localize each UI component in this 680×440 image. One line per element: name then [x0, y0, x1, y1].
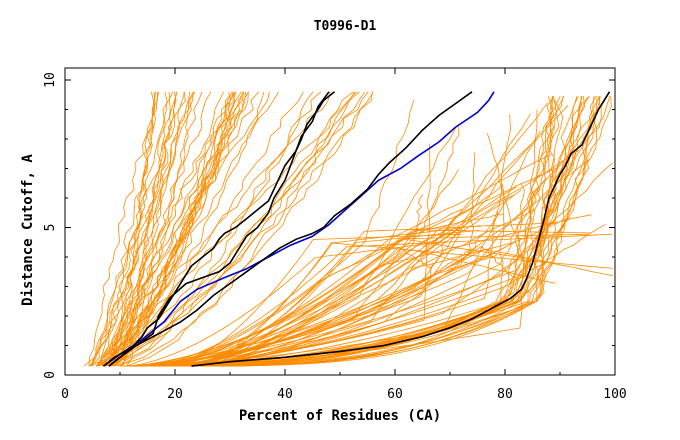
series-line-2 — [103, 91, 473, 367]
series-line-5 — [191, 91, 611, 367]
model-curve — [108, 91, 155, 367]
model-curve — [142, 96, 564, 367]
model-curve — [108, 91, 250, 367]
model-curve — [106, 91, 374, 367]
series-line-4 — [108, 91, 335, 367]
model-curve — [177, 249, 556, 367]
model-curve — [122, 91, 246, 367]
model-curve — [109, 91, 203, 367]
model-curve — [120, 91, 279, 367]
model-curve — [88, 91, 245, 367]
model-curve — [153, 224, 567, 367]
model-curve — [166, 96, 601, 367]
model-curve — [96, 91, 314, 367]
model-curve — [97, 91, 160, 367]
model-curve — [96, 91, 237, 367]
model-curve — [105, 91, 236, 367]
model-curve — [182, 152, 476, 367]
model-curve — [155, 254, 498, 367]
model-curve — [89, 91, 178, 367]
model-curve — [185, 222, 555, 367]
background-model-curves — [83, 91, 613, 367]
model-curve — [165, 159, 590, 367]
model-curve — [179, 96, 601, 367]
y-tick-label: 5 — [43, 224, 58, 232]
model-curve — [113, 91, 265, 367]
model-curve — [91, 91, 186, 367]
x-axis-label: Percent of Residues (CA) — [239, 408, 441, 424]
model-curve — [194, 185, 503, 367]
model-curve — [115, 91, 249, 367]
x-tick-label: 0 — [61, 387, 69, 402]
model-curve — [146, 102, 548, 367]
x-tick-label: 100 — [603, 387, 626, 402]
model-curve — [116, 91, 366, 367]
model-curve — [126, 248, 613, 367]
model-curve — [173, 229, 591, 367]
model-curve — [146, 213, 504, 367]
model-curve — [131, 96, 561, 367]
model-curve — [187, 240, 446, 367]
y-tick-label: 0 — [43, 371, 58, 379]
model-curve — [188, 225, 481, 367]
x-tick-label: 20 — [167, 387, 183, 402]
model-curve — [101, 91, 270, 367]
highlighted-series — [103, 91, 611, 367]
model-curve — [92, 91, 194, 367]
x-tick-label: 80 — [497, 387, 513, 402]
model-curve — [170, 233, 462, 367]
chart-title: T0996-D1 — [314, 19, 377, 34]
model-curve — [99, 91, 331, 367]
model-curve — [110, 91, 177, 367]
model-curve — [83, 91, 196, 367]
model-curve — [160, 96, 565, 367]
y-axis-label: Distance Cutoff, A — [20, 154, 36, 306]
series-line-1 — [103, 91, 495, 367]
model-curve — [145, 99, 415, 367]
model-curve — [129, 194, 424, 367]
model-curve — [107, 91, 212, 367]
model-curve — [116, 91, 373, 367]
model-curve — [88, 91, 157, 367]
y-tick-label: 10 — [43, 72, 58, 88]
axes: 0 20 40 60 80 100 0 5 10 — [43, 68, 627, 402]
model-curve — [170, 95, 590, 367]
x-tick-label: 40 — [277, 387, 293, 402]
model-curve — [100, 91, 357, 367]
model-curve — [154, 153, 552, 367]
x-tick-label: 60 — [387, 387, 403, 402]
model-curve — [143, 133, 527, 367]
model-curve — [171, 96, 611, 367]
model-curve — [90, 91, 158, 367]
model-curve — [126, 91, 356, 367]
